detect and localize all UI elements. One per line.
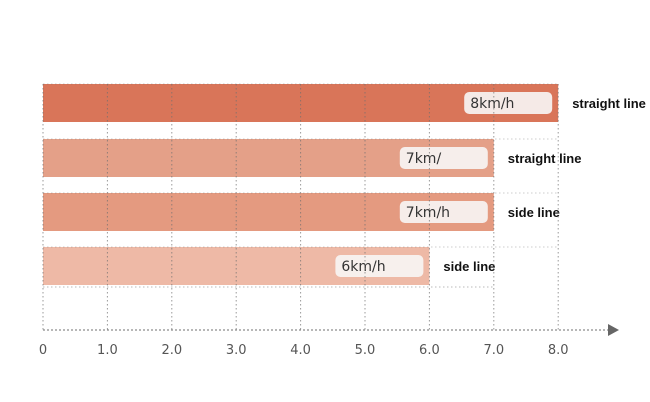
bar-label-box: [399, 201, 488, 223]
bars-group: 8km/h straight line 7km/straight line 7km/h…: [43, 84, 646, 285]
bar-annotation: side line: [508, 205, 560, 220]
bar-annotation: side line: [443, 259, 495, 274]
x-tick-label: 2.0: [161, 343, 182, 358]
x-tick-label: 8.0: [548, 343, 569, 358]
bar-annotation: straight line: [508, 151, 582, 166]
bar-label-box: [335, 255, 424, 277]
bar-label: 6km/h: [341, 259, 385, 275]
bar-label: 7km/h: [406, 205, 450, 221]
bar-label: 7km/: [406, 151, 442, 167]
x-tick-label: 6.0: [419, 343, 440, 358]
bar-label-box: [464, 92, 553, 114]
x-tick-label: 0: [39, 343, 47, 358]
bar-annotation: straight line: [572, 96, 646, 111]
x-tick-label: 1.0: [97, 343, 118, 358]
x-tick-label: 3.0: [226, 343, 247, 358]
x-axis-arrow: [608, 324, 619, 336]
x-tick-label: 4.0: [290, 343, 311, 358]
bar-label-box: [399, 147, 488, 169]
x-tick-labels: 0 1.0 2.0 3.0 4.0 5.0 6.0 7.0 8.0: [39, 343, 569, 358]
x-tick-label: 7.0: [483, 343, 504, 358]
x-tick-label: 5.0: [355, 343, 376, 358]
bar-label: 8km/h: [470, 96, 514, 112]
x-axis: [43, 324, 619, 336]
gridlines: [42, 83, 559, 330]
